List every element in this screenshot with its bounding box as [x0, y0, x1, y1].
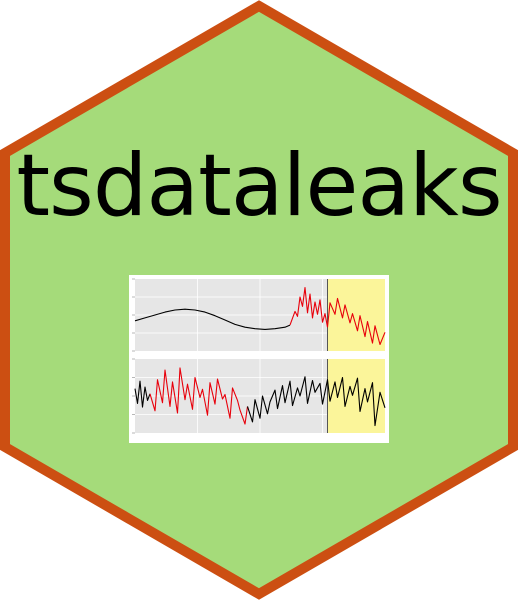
- series-line: [289, 287, 329, 328]
- series-line: [134, 380, 151, 408]
- time-series-thumbnail-icon: [129, 275, 389, 443]
- series-line: [149, 367, 249, 425]
- highlight-region: [327, 279, 385, 351]
- chart-panel-bottom: [132, 358, 386, 434]
- series-line: [134, 308, 291, 330]
- series-line: [246, 376, 386, 427]
- highlight-region: [327, 359, 385, 433]
- series-line: [326, 297, 386, 346]
- logo-title: tsdataleaks: [16, 136, 502, 236]
- chart-panel-top: [132, 278, 386, 352]
